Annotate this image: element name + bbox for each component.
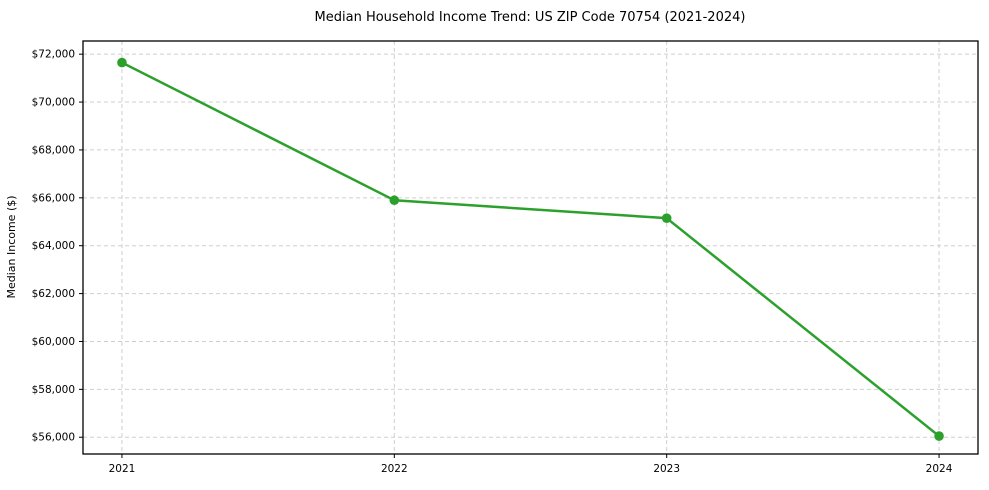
y-tick-label: $62,000 — [32, 288, 75, 300]
plot-border — [82, 40, 979, 455]
y-tick-label: $64,000 — [32, 240, 75, 252]
grid-layer — [83, 41, 978, 454]
y-tick-label: $70,000 — [32, 97, 75, 109]
x-tick-label: 2022 — [381, 463, 408, 475]
data-point — [389, 195, 400, 206]
y-tick-label: $60,000 — [32, 336, 75, 348]
data-point — [117, 57, 127, 68]
y-tick-label: $66,000 — [32, 192, 75, 204]
x-tick-label: 2023 — [653, 463, 680, 475]
trend-line — [120, 61, 941, 438]
y-tick-label: $68,000 — [32, 144, 75, 156]
y-tick-label: $58,000 — [32, 384, 75, 396]
y-tick-label: $72,000 — [32, 49, 75, 61]
data-series-layer — [117, 57, 944, 441]
y-tick-label: $56,000 — [32, 432, 75, 444]
chart-title: Median Household Income Trend: US ZIP Co… — [315, 10, 746, 25]
data-point — [661, 213, 672, 223]
axis-layer: $56,000 $58,000 $60,000 $62,000 $64,000 $66,0… — [32, 40, 979, 475]
x-tick-label: 2021 — [109, 463, 136, 475]
x-tick-label: 2024 — [926, 463, 953, 475]
data-point — [934, 431, 944, 441]
y-axis-label: Median Income ($) — [5, 195, 18, 298]
